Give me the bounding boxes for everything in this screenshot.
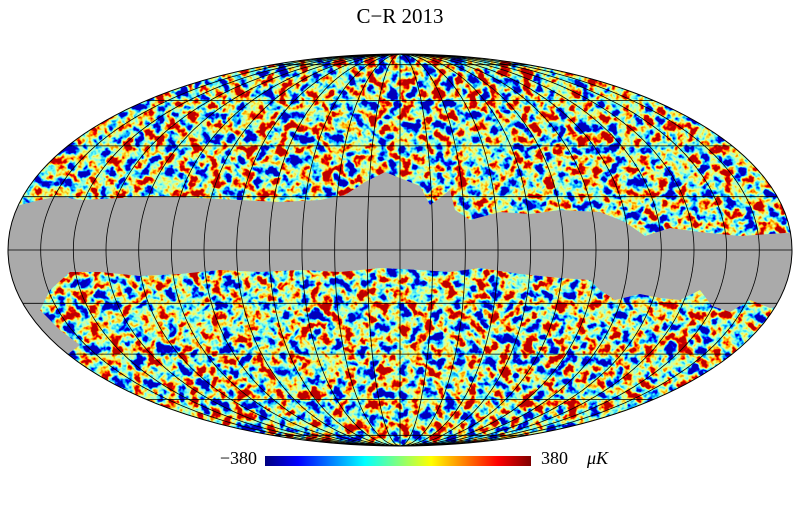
colorbar-unit: μK	[586, 448, 609, 468]
sky-area	[8, 54, 792, 446]
graticule	[8, 54, 792, 446]
map-title: C−R 2013	[356, 4, 443, 28]
colorbar	[265, 456, 531, 466]
map-outline	[7, 53, 793, 447]
colorbar-min-label: −380	[220, 448, 257, 468]
colorbar-max-label: 380	[541, 448, 568, 468]
